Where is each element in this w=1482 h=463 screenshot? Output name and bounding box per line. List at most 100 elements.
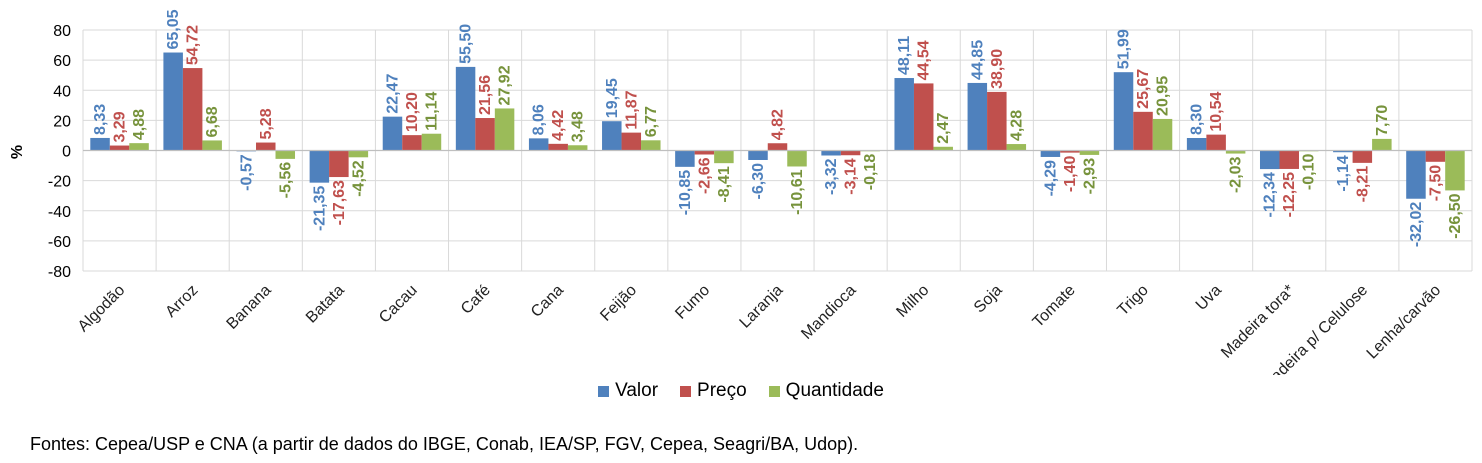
data-label-quantidade: -4,52 bbox=[350, 160, 367, 197]
bar-preço bbox=[1133, 111, 1153, 151]
bar-valor bbox=[1406, 150, 1426, 199]
bar-valor bbox=[748, 150, 768, 160]
bar-valor bbox=[967, 82, 988, 151]
y-tick-label: 60 bbox=[53, 53, 71, 70]
data-label-preço: 54,72 bbox=[185, 25, 202, 65]
bar-quantidade bbox=[1225, 150, 1246, 154]
legend-swatch-quantidade bbox=[768, 385, 780, 397]
data-label-quantidade: -2,93 bbox=[1081, 158, 1098, 195]
data-label-valor: -1,14 bbox=[1335, 155, 1352, 192]
bar-chart: 8,33 65,05 -0,57 -21,35 22,47 55,50 8,06 19,45 -… bbox=[9, 9, 1473, 375]
bar-preço bbox=[109, 145, 130, 151]
bar-preço bbox=[767, 143, 788, 151]
data-label-valor: 19,45 bbox=[604, 78, 621, 118]
x-tick-label: Madeira tora* bbox=[1218, 282, 1298, 362]
data-label-quantidade: 6,68 bbox=[204, 106, 221, 137]
legend-label-preco: Preço bbox=[697, 380, 747, 401]
data-label-preço: 11,87 bbox=[623, 90, 640, 129]
data-label-valor: 44,85 bbox=[969, 40, 986, 80]
data-label-preço: 5,28 bbox=[258, 108, 275, 139]
bar-preço bbox=[475, 118, 495, 151]
bar-quantidade bbox=[202, 140, 222, 151]
data-label-preço: 44,54 bbox=[916, 40, 933, 80]
bar-valor bbox=[675, 150, 695, 167]
legend-swatch-valor bbox=[598, 385, 610, 397]
data-label-valor: -4,29 bbox=[1042, 160, 1059, 197]
data-label-quantidade: 2,47 bbox=[935, 113, 952, 144]
data-label-preço: -8,21 bbox=[1354, 166, 1371, 203]
data-label-quantidade: 6,77 bbox=[643, 106, 660, 137]
x-tick-label: Cacau bbox=[376, 282, 421, 327]
x-tick-label: Banana bbox=[224, 282, 275, 333]
data-label-valor: 8,30 bbox=[1189, 104, 1206, 135]
bar-preço bbox=[694, 150, 715, 155]
bar-quantidade bbox=[348, 150, 369, 158]
data-label-quantidade: -5,56 bbox=[277, 162, 294, 199]
data-labels-layer: 8,33 65,05 -0,57 -21,35 22,47 55,50 8,06 19,45 -… bbox=[92, 9, 1464, 247]
bar-valor bbox=[309, 150, 330, 183]
x-tick-label: Fumo bbox=[672, 282, 713, 323]
bar-quantidade bbox=[275, 150, 296, 159]
data-label-quantidade: -10,61 bbox=[789, 169, 806, 214]
data-label-preço: 4,82 bbox=[770, 109, 787, 140]
y-tick-label: -40 bbox=[48, 204, 71, 221]
data-label-preço: 38,90 bbox=[989, 49, 1006, 89]
data-label-quantidade: -26,50 bbox=[1447, 193, 1464, 238]
x-tick-label: Algodão bbox=[75, 282, 129, 336]
bar-preço bbox=[1060, 150, 1080, 153]
y-tick-label: 80 bbox=[53, 23, 71, 40]
data-label-quantidade: -8,41 bbox=[716, 166, 733, 203]
data-label-valor: 8,06 bbox=[531, 104, 548, 135]
x-tick-label: Tomate bbox=[1030, 282, 1079, 331]
x-tick-label: Mandioca bbox=[798, 282, 859, 343]
data-label-preço: 10,54 bbox=[1208, 91, 1225, 131]
data-label-preço: -2,66 bbox=[696, 157, 713, 194]
y-tick-label: 0 bbox=[62, 144, 71, 161]
data-label-valor: -6,30 bbox=[750, 163, 767, 200]
x-tick-label: Lenha/carvão bbox=[1364, 282, 1445, 363]
data-label-valor: 22,47 bbox=[384, 74, 401, 114]
bar-valor bbox=[163, 52, 183, 151]
data-label-quantidade: -0,18 bbox=[862, 154, 879, 191]
data-label-valor: -10,85 bbox=[677, 170, 694, 215]
data-label-preço: 10,20 bbox=[404, 92, 421, 132]
bar-valor bbox=[1113, 72, 1134, 151]
legend: Valor Preço Quantidade bbox=[0, 380, 1482, 402]
data-label-quantidade: -0,10 bbox=[1301, 154, 1318, 191]
y-tick-label: -20 bbox=[48, 174, 71, 191]
x-tick-label: Uva bbox=[1193, 282, 1225, 314]
data-label-preço: 4,42 bbox=[550, 110, 567, 141]
data-label-valor: -32,02 bbox=[1408, 202, 1425, 247]
data-label-quantidade: 4,28 bbox=[1008, 110, 1025, 141]
bar-quantidade bbox=[1445, 150, 1465, 191]
bar-valor bbox=[528, 138, 549, 151]
bar-preço bbox=[256, 142, 276, 151]
data-label-preço: -12,25 bbox=[1281, 172, 1298, 217]
bar-preço bbox=[329, 150, 349, 178]
data-label-valor: 55,50 bbox=[458, 24, 475, 64]
x-tick-label: Batata bbox=[303, 282, 348, 327]
bar-quantidade bbox=[714, 150, 734, 164]
bar-valor bbox=[821, 150, 841, 156]
bar-valor bbox=[382, 116, 403, 151]
legend-item-valor: Valor bbox=[598, 380, 658, 402]
legend-swatch-preco bbox=[680, 385, 692, 397]
bar-quantidade bbox=[641, 140, 661, 151]
x-tick-label: Milho bbox=[893, 282, 932, 321]
bar-valor bbox=[894, 78, 914, 151]
bar-quantidade bbox=[1372, 138, 1392, 151]
legend-label-quantidade: Quantidade bbox=[785, 380, 884, 401]
x-tick-label: Arroz bbox=[162, 282, 201, 321]
bar-preço bbox=[1206, 134, 1226, 151]
x-tick-label: Cana bbox=[528, 282, 567, 321]
data-label-preço: 21,56 bbox=[477, 75, 494, 115]
x-tick-label: Trigo bbox=[1114, 282, 1151, 319]
x-tick-label: Soja bbox=[971, 282, 1006, 317]
data-label-quantidade: -2,03 bbox=[1228, 156, 1245, 193]
legend-label-valor: Valor bbox=[615, 380, 659, 401]
bar-valor bbox=[602, 121, 622, 151]
data-label-quantidade: 27,92 bbox=[497, 65, 514, 105]
data-label-preço: -7,50 bbox=[1427, 165, 1444, 202]
legend-item-preco: Preço bbox=[680, 380, 747, 402]
data-label-preço: -1,40 bbox=[1062, 156, 1079, 193]
